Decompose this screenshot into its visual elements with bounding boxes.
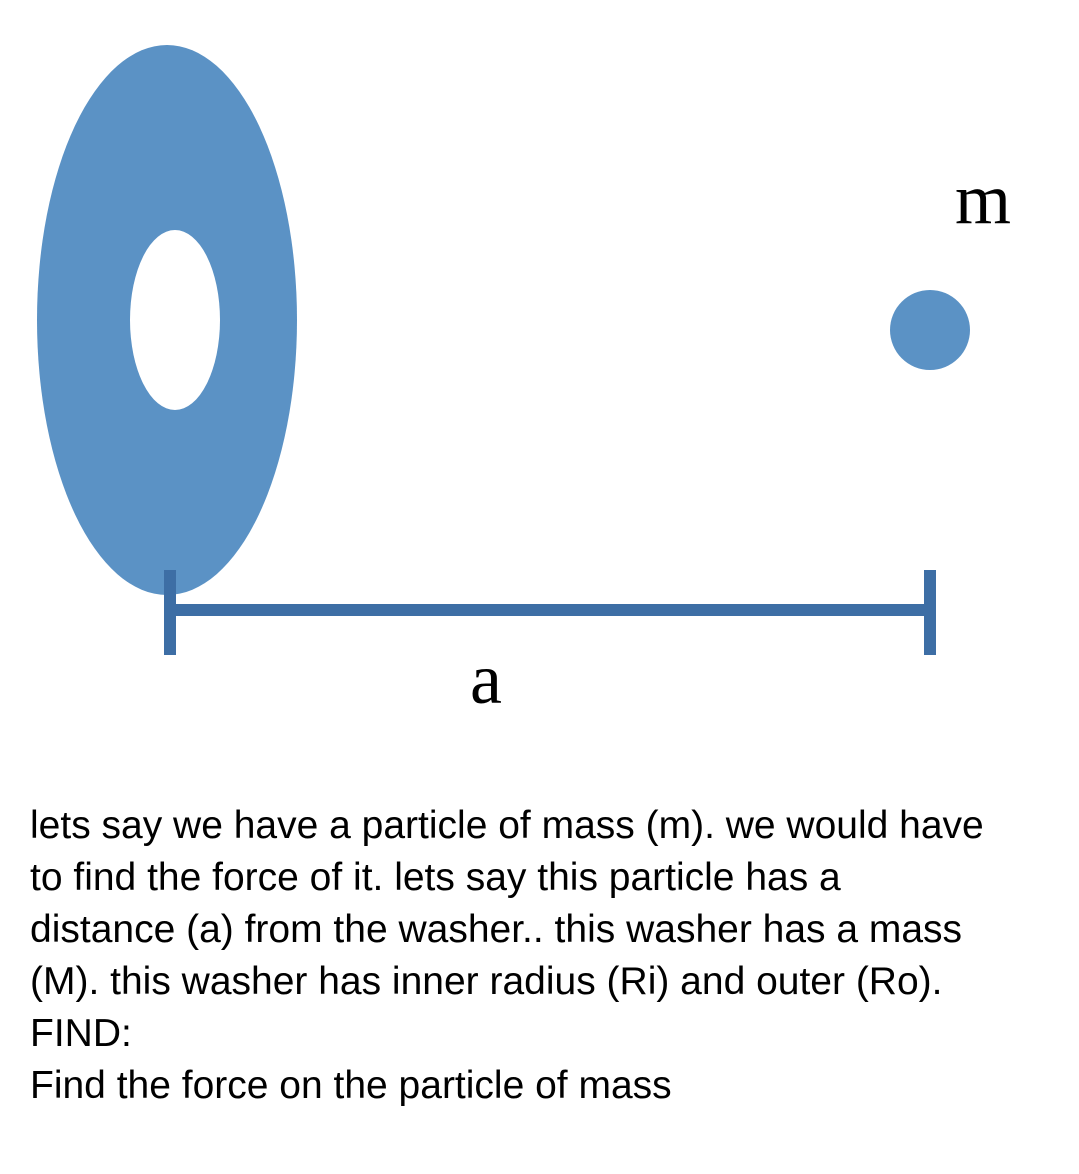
dimension-line <box>170 604 930 616</box>
particle-mass <box>890 290 970 370</box>
washer-inner-hole <box>130 230 220 410</box>
diagram-area: m a <box>0 0 1079 740</box>
text-line-4: (M). this washer has inner radius (Ri) a… <box>30 956 1050 1008</box>
text-line-3: distance (a) from the washer.. this wash… <box>30 904 1050 956</box>
text-line-1: lets say we have a particle of mass (m).… <box>30 800 1050 852</box>
problem-text: lets say we have a particle of mass (m).… <box>30 800 1050 1112</box>
label-a: a <box>470 638 502 721</box>
text-line-5: FIND: <box>30 1008 1050 1060</box>
label-m: m <box>955 158 1011 241</box>
text-line-2: to find the force of it. lets say this p… <box>30 852 1050 904</box>
text-line-6: Find the force on the particle of mass <box>30 1060 1050 1112</box>
dimension-tick-right <box>924 570 936 655</box>
